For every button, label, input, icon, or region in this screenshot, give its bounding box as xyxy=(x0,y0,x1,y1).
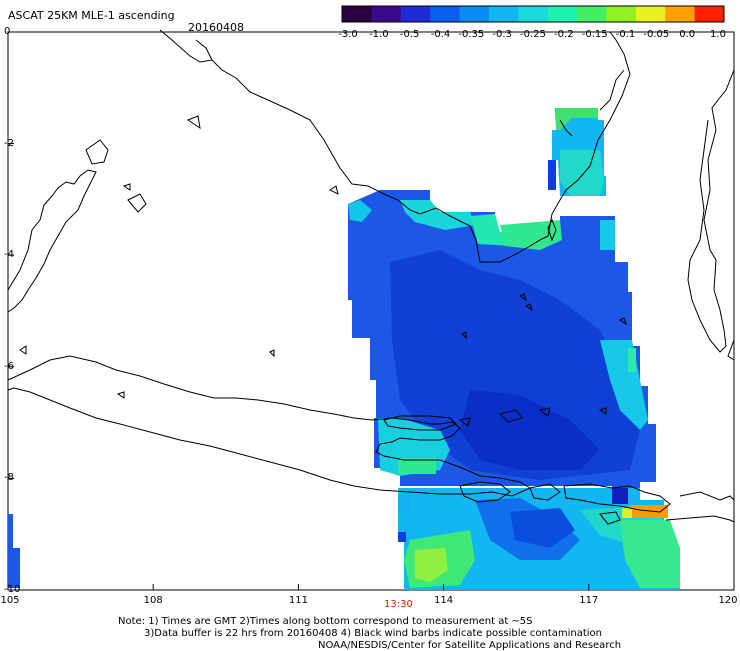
colorbar-tick-label: 1.0 xyxy=(710,29,726,40)
colorbar-tick-label: -0.2 xyxy=(554,29,574,40)
y-tick-label: -4 xyxy=(4,249,14,261)
y-tick-label: -10 xyxy=(4,584,21,595)
y-tick-label: -6 xyxy=(4,360,14,372)
colorbar-segment xyxy=(488,6,519,22)
colorbar-tick-label: 0.0 xyxy=(679,29,696,40)
footer-note-2: 3)Data buffer is 22 hrs from 20160408 4)… xyxy=(144,628,602,639)
coastlines xyxy=(7,29,735,525)
colorbar-tick-label: -1.0 xyxy=(369,29,389,40)
y-tick-label: -2 xyxy=(4,137,14,149)
footer-note-1: Note: 1) Times are GMT 2)Times along bot… xyxy=(118,616,533,627)
colorbar-segment xyxy=(518,6,549,22)
map-frame xyxy=(7,31,735,591)
colorbar-segment xyxy=(547,6,578,22)
x-tick-label: 117 xyxy=(579,595,599,606)
x-tick-label: 114 xyxy=(434,595,454,606)
x-tick-label: 111 xyxy=(288,595,308,606)
colorbar-tick-label: -0.4 xyxy=(430,29,451,40)
colorbar-segment xyxy=(606,6,637,22)
time-marker: 13:30 xyxy=(384,599,413,610)
footer-credit: NOAA/NESDIS/Center for Satellite Applica… xyxy=(318,640,622,651)
colorbar-tick-label: -0.5 xyxy=(399,29,420,40)
colorbar-segment xyxy=(342,6,372,22)
colorbar-tick-label: -0.3 xyxy=(492,29,512,40)
colorbar-tick-label: -0.25 xyxy=(520,29,546,40)
colorbar-segment xyxy=(459,6,490,22)
x-tick-label: 105 xyxy=(0,595,20,606)
colorbar-tick-label: -0.1 xyxy=(615,29,636,40)
colorbar-tick-label: -0.35 xyxy=(458,29,485,40)
date-label: 20160408 xyxy=(188,21,244,34)
x-tick-label: 108 xyxy=(143,595,163,606)
colorbar-segment xyxy=(635,6,666,22)
colorbar-segment xyxy=(371,6,402,22)
colorbar-tick-label: -0.05 xyxy=(643,29,670,40)
colorbar-segment xyxy=(577,6,607,22)
chart-title: ASCAT 25KM MLE-1 ascending xyxy=(8,9,175,22)
colorbar-tick-label: -3.0 xyxy=(338,29,358,40)
colorbar-segment xyxy=(430,6,461,22)
swath-data xyxy=(8,108,680,590)
x-tick-label: 120 xyxy=(718,595,738,606)
colorbar-segment xyxy=(400,6,431,22)
y-tick-label: 0 xyxy=(4,26,11,37)
colorbar-segment xyxy=(665,6,696,22)
colorbar xyxy=(341,5,725,23)
y-tick-label: -8 xyxy=(4,472,14,484)
colorbar-segment xyxy=(694,6,725,22)
colorbar-tick-label: -0.15 xyxy=(581,29,608,40)
